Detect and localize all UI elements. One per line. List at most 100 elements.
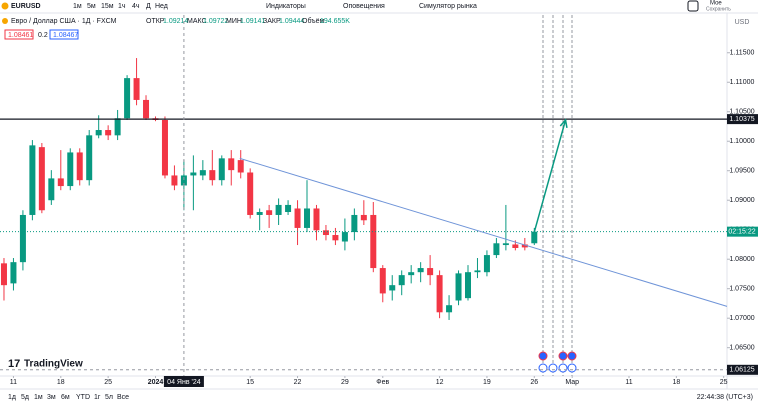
logo-mark: 17 bbox=[8, 358, 20, 370]
layout-icon[interactable] bbox=[687, 0, 699, 12]
range-button[interactable]: 3м bbox=[47, 394, 56, 401]
interval[interactable]: 4ч bbox=[132, 3, 140, 10]
candle-body bbox=[502, 243, 509, 246]
candle-body bbox=[417, 268, 424, 273]
candle-body bbox=[237, 160, 244, 173]
candle-body bbox=[218, 158, 225, 181]
y-tick-label: 1.10500 bbox=[729, 109, 754, 116]
candle-body bbox=[360, 214, 367, 221]
candle-body bbox=[512, 244, 519, 248]
range-button[interactable]: 5д bbox=[21, 394, 29, 401]
range-button[interactable]: 6м bbox=[61, 394, 70, 401]
arrow-head bbox=[559, 118, 568, 129]
x-tick-label: Фев bbox=[376, 379, 389, 386]
x-tick-label: 15 bbox=[246, 379, 254, 386]
y-tick-label: 1.10000 bbox=[729, 138, 754, 145]
spread: 0.2 bbox=[38, 32, 48, 39]
candle-body bbox=[313, 208, 320, 231]
range-button[interactable]: 1м bbox=[34, 394, 43, 401]
y-tick-label: 1.07000 bbox=[729, 315, 754, 322]
bid: 1.08461 bbox=[8, 32, 33, 39]
legend-value: 194.655K bbox=[320, 18, 350, 25]
event-icon[interactable] bbox=[558, 363, 568, 373]
y-tick-label: 1.09500 bbox=[729, 168, 754, 175]
legend-label: Объём bbox=[302, 17, 324, 25]
crosshair-time-box bbox=[163, 376, 204, 387]
x-tick-label: 25 bbox=[104, 379, 112, 386]
event-icon[interactable] bbox=[548, 363, 558, 373]
x-tick-label: 18 bbox=[57, 379, 65, 386]
candle-body bbox=[19, 214, 26, 263]
bid-box bbox=[4, 29, 34, 40]
candle-body bbox=[67, 152, 74, 187]
event-icon[interactable] bbox=[538, 363, 548, 373]
interval[interactable]: 15м bbox=[101, 3, 114, 10]
event-icon[interactable] bbox=[567, 363, 577, 373]
timer: 02:15:22 bbox=[728, 229, 755, 236]
candle-body bbox=[0, 263, 7, 286]
alerts-button[interactable]: Оповещения bbox=[343, 3, 385, 10]
legend-value: 1.09722 bbox=[203, 18, 228, 25]
replay-button[interactable]: Симулятор рынка bbox=[419, 3, 477, 10]
candle-body bbox=[57, 178, 64, 187]
range-button[interactable]: YTD bbox=[76, 394, 90, 401]
candle-body bbox=[474, 270, 481, 273]
symbol[interactable]: EURUSD bbox=[11, 3, 41, 10]
candle-body bbox=[341, 232, 348, 242]
candle-body bbox=[483, 255, 490, 273]
interval[interactable]: 1ч bbox=[118, 3, 126, 10]
event-icon[interactable] bbox=[558, 351, 568, 361]
y-tick-label: 1.09000 bbox=[729, 197, 754, 204]
candle-body bbox=[455, 273, 462, 301]
interval[interactable]: 1м bbox=[73, 3, 82, 10]
y-tick-label: 1.07500 bbox=[729, 286, 754, 293]
range-button[interactable]: 5л bbox=[105, 394, 113, 401]
candle-body bbox=[285, 204, 292, 213]
x-tick-label: 26 bbox=[530, 379, 538, 386]
candle-body bbox=[351, 214, 358, 233]
crosshair-price: 1.06125 bbox=[729, 367, 754, 374]
level-label-box bbox=[727, 114, 758, 125]
candle-body bbox=[29, 145, 36, 215]
x-tick-label: 22 bbox=[294, 379, 302, 386]
interval[interactable]: Д bbox=[146, 3, 151, 10]
candle-body bbox=[124, 78, 131, 119]
indicators-button[interactable]: Индикаторы bbox=[266, 3, 306, 10]
candle-body bbox=[190, 172, 197, 176]
candle-body bbox=[199, 170, 206, 176]
plot bbox=[0, 58, 538, 320]
legend-value: 1.09141 bbox=[240, 18, 265, 25]
candle-body bbox=[143, 99, 150, 119]
event-icon[interactable] bbox=[567, 351, 577, 361]
range-button[interactable]: 1д bbox=[8, 394, 16, 401]
y-tick-label: 1.11500 bbox=[730, 50, 755, 57]
candle-body bbox=[370, 214, 377, 269]
candle-body bbox=[180, 175, 187, 186]
legend-value: 1.09444 bbox=[279, 18, 304, 25]
candle-body bbox=[10, 262, 17, 284]
save-button[interactable]: Мое bbox=[710, 1, 722, 7]
interval[interactable]: 5м bbox=[87, 3, 96, 10]
save-button-sub[interactable]: Сохранить bbox=[706, 6, 731, 12]
event-icon[interactable] bbox=[538, 351, 548, 361]
candle-body bbox=[531, 231, 538, 244]
candle-body bbox=[133, 78, 140, 100]
range-button[interactable]: Все bbox=[117, 394, 129, 401]
interval[interactable]: Нед bbox=[155, 3, 168, 10]
candle-body bbox=[38, 147, 45, 211]
candle-body bbox=[379, 268, 386, 294]
candle-body bbox=[408, 272, 415, 276]
candle-body bbox=[446, 305, 453, 313]
candle-body bbox=[161, 119, 168, 176]
legend-label: ОТКР bbox=[146, 18, 165, 25]
crosshair-price-box bbox=[727, 364, 758, 375]
x-tick-label: 18 bbox=[672, 379, 680, 386]
candle-body bbox=[105, 130, 112, 136]
x-tick-label: Мар bbox=[565, 379, 579, 386]
x-tick-label: 19 bbox=[483, 379, 491, 386]
candle-body bbox=[247, 172, 254, 215]
range-button[interactable]: 1г bbox=[94, 394, 101, 401]
ask-box bbox=[49, 29, 79, 40]
candle-body bbox=[294, 208, 301, 228]
